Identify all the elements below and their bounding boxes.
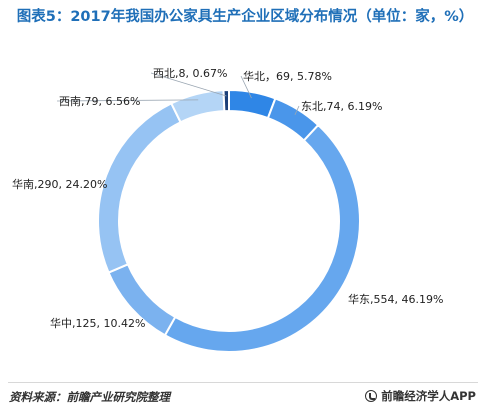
slice-xibei xyxy=(222,88,230,113)
brand-text: 前瞻经济学人APP xyxy=(381,389,476,403)
footer-divider xyxy=(8,382,478,383)
data-label-xinan: 西南,79, 6.56% xyxy=(59,95,140,108)
slice-huadong xyxy=(163,123,361,353)
brand-badge: 前瞻经济学人APP xyxy=(365,388,476,404)
slice-huabei xyxy=(228,88,277,120)
donut-chart: 华北，69, 5.78% 东北,74, 6.19% 华东,554, 46.19% 华中… xyxy=(12,67,443,353)
data-label-xibei: 西北,8, 0.67% xyxy=(153,67,227,80)
leader-line-huabei xyxy=(240,75,252,99)
data-label-huabei: 华北，69, 5.78% xyxy=(243,69,332,83)
source-note: 资料来源：前瞻产业研究院整理 xyxy=(9,390,170,404)
leader-line-xinan xyxy=(56,99,199,102)
leader-line-dongbei xyxy=(294,105,300,115)
data-label-huazhong: 华中,125, 10.42% xyxy=(50,316,145,330)
slice-xinan xyxy=(169,89,226,124)
data-label-huanan: 华南,290, 24.20% xyxy=(12,177,107,191)
leader-line-xibei xyxy=(150,72,227,97)
slice-huanan xyxy=(97,102,182,274)
data-label-huadong: 华东,554, 46.19% xyxy=(348,292,443,306)
chart-title: 图表5：2017年我国办公家具生产企业区域分布情况（单位：家，%） xyxy=(16,9,474,25)
brand-logo-icon xyxy=(365,390,378,402)
data-label-dongbei: 东北,74, 6.19% xyxy=(301,100,382,113)
